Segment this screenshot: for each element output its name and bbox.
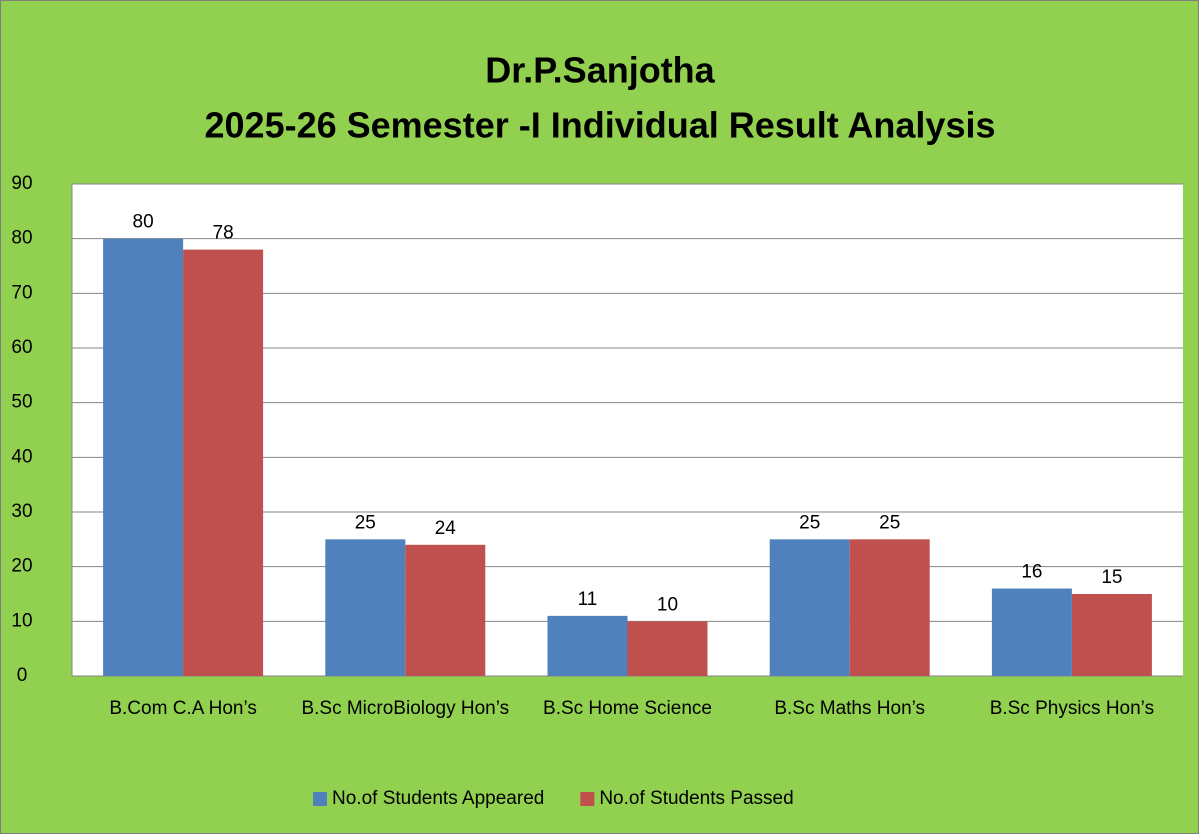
chart-title: Dr.P.Sanjotha [485,50,715,91]
y-tick-label: 20 [11,556,32,577]
legend-swatch [313,792,327,806]
y-tick-label: 40 [11,446,32,467]
y-tick-label: 80 [11,228,32,249]
bar [769,539,850,676]
data-label: 11 [578,589,598,610]
y-tick-label: 0 [17,665,28,686]
data-label: 16 [1021,562,1042,583]
data-label: 80 [133,212,154,233]
bar [325,539,406,676]
bar [627,621,708,676]
legend-swatch [580,792,595,806]
data-label: 25 [879,512,900,533]
y-tick-label: 60 [11,337,32,358]
legend-label: No.of Students Passed [599,788,793,809]
y-tick-label: 70 [11,282,32,303]
x-tick-label: B.Sc Maths Hon’s [774,698,926,719]
bar [405,544,486,676]
data-label: 78 [213,223,234,244]
y-tick-label: 30 [11,501,32,522]
bar [183,249,264,676]
legend-label: No.of Students Appeared [332,788,544,809]
x-tick-label: B.Sc Home Science [543,698,712,719]
bar [1071,594,1152,676]
x-tick-label: B.Sc Physics Hon’s [989,698,1155,719]
data-label: 24 [435,518,457,539]
y-tick-label: 90 [11,173,32,194]
chart-title: 2025-26 Semester -I Individual Result An… [205,105,996,146]
bar [103,238,184,676]
bar [991,588,1072,676]
data-label: 15 [1101,567,1122,588]
bar [547,615,628,676]
y-tick-label: 10 [11,610,32,631]
data-label: 25 [799,512,820,533]
x-tick-label: B.Sc MicroBiology Hon’s [301,698,510,719]
data-label: 25 [355,512,376,533]
data-label: 10 [657,594,678,615]
bar [849,539,930,676]
x-tick-label: B.Com C.A Hon’s [109,698,257,719]
y-tick-label: 50 [11,392,32,413]
